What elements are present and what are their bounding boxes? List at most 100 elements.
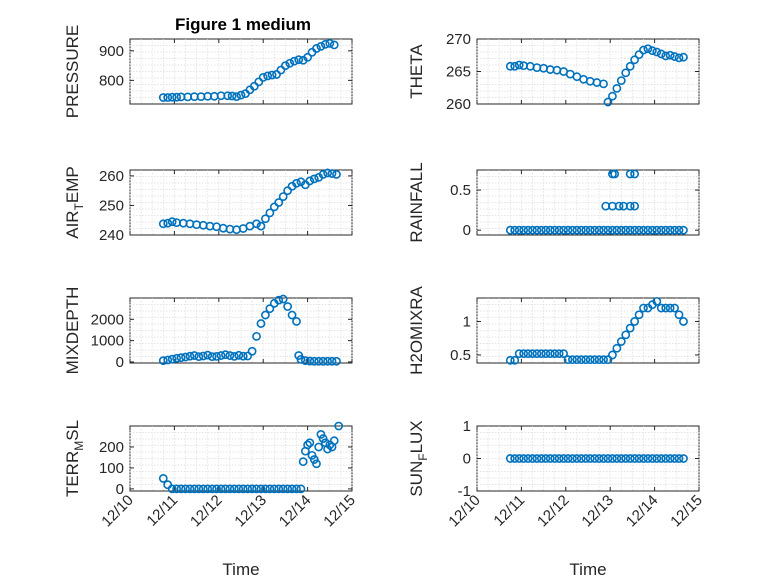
data-point <box>679 454 688 463</box>
data-point <box>608 225 617 235</box>
data-point <box>528 225 537 235</box>
data-point <box>554 225 564 235</box>
data-point <box>656 225 666 235</box>
data-point <box>318 356 328 366</box>
y-tick-label: 900 <box>99 43 124 60</box>
data-point <box>256 484 266 494</box>
data-point <box>568 355 577 365</box>
data-point <box>652 225 662 235</box>
data-point <box>674 310 684 320</box>
data-point <box>163 93 173 102</box>
data-point <box>274 484 284 494</box>
grid <box>476 426 700 491</box>
data-point <box>249 81 259 91</box>
data-point <box>590 355 600 365</box>
data-point <box>665 303 675 313</box>
data-point <box>265 484 275 494</box>
subplot-2: 260 265 270 THETA <box>407 31 700 113</box>
data-point <box>625 454 635 463</box>
data-point <box>323 444 332 454</box>
data-point <box>630 201 640 211</box>
data-point <box>545 349 555 359</box>
data-point <box>679 317 688 326</box>
data-point <box>176 484 186 494</box>
data-point <box>639 454 648 463</box>
data-point <box>256 221 266 231</box>
data-point <box>523 349 533 359</box>
data-point <box>581 454 591 463</box>
data-point <box>612 84 622 93</box>
data-point <box>656 303 666 313</box>
data-point <box>167 354 177 364</box>
series-markers <box>158 421 344 494</box>
data-point <box>536 454 546 463</box>
data-point <box>158 93 168 102</box>
data-point <box>514 349 524 359</box>
data-point <box>158 356 168 366</box>
data-point <box>568 225 577 235</box>
data-point <box>559 349 568 359</box>
data-point <box>610 169 620 179</box>
y-tick-label: 1 <box>463 313 471 330</box>
data-point <box>303 440 312 450</box>
data-point <box>278 484 288 494</box>
data-point <box>514 454 524 463</box>
y-axis-label: H2OMIXRA <box>407 285 426 374</box>
data-point <box>252 484 261 494</box>
data-point <box>576 225 586 235</box>
data-point <box>261 310 270 320</box>
data-point <box>674 53 684 63</box>
data-point <box>563 355 573 365</box>
data-point <box>590 225 600 235</box>
data-point <box>309 174 319 184</box>
data-point <box>594 355 604 365</box>
data-point <box>545 454 555 463</box>
data-point <box>563 225 573 235</box>
y-tick-label: 0 <box>463 222 471 239</box>
data-point <box>296 484 306 494</box>
data-point <box>670 225 679 235</box>
data-point <box>203 484 213 494</box>
series-markers <box>505 169 688 235</box>
data-point <box>158 474 168 483</box>
data-point <box>550 225 560 235</box>
data-point <box>532 349 542 359</box>
data-point <box>305 176 315 186</box>
y-tick-label: 260 <box>99 168 124 185</box>
y-tick-label: 250 <box>99 197 124 214</box>
data-point <box>269 484 279 494</box>
data-point <box>630 317 640 326</box>
data-point <box>181 484 190 494</box>
data-point <box>323 168 332 178</box>
data-point <box>625 201 635 211</box>
data-point <box>599 225 608 235</box>
data-point <box>256 319 266 328</box>
data-point <box>665 454 675 463</box>
data-point <box>590 454 600 463</box>
data-point <box>594 454 604 463</box>
data-point <box>314 442 324 452</box>
data-point <box>329 436 339 446</box>
data-point <box>616 337 626 346</box>
data-point <box>528 349 537 359</box>
data-point <box>505 454 515 463</box>
data-point <box>292 317 301 326</box>
data-point <box>296 354 306 364</box>
data-point <box>163 355 173 365</box>
data-point <box>261 484 270 494</box>
series-markers <box>158 39 339 102</box>
y-tick-label: 260 <box>446 96 471 113</box>
data-point <box>303 52 312 62</box>
y-tick-label: 240 <box>99 227 124 244</box>
data-point <box>221 484 230 494</box>
data-point <box>167 217 177 227</box>
series-markers <box>505 296 688 365</box>
series-markers <box>158 168 341 235</box>
data-point <box>665 50 675 60</box>
data-point <box>505 355 515 365</box>
data-point <box>283 484 293 494</box>
data-point <box>243 351 253 361</box>
data-point <box>280 61 290 70</box>
y-axis-label: PRESSURE <box>63 25 82 119</box>
data-point <box>679 52 688 62</box>
